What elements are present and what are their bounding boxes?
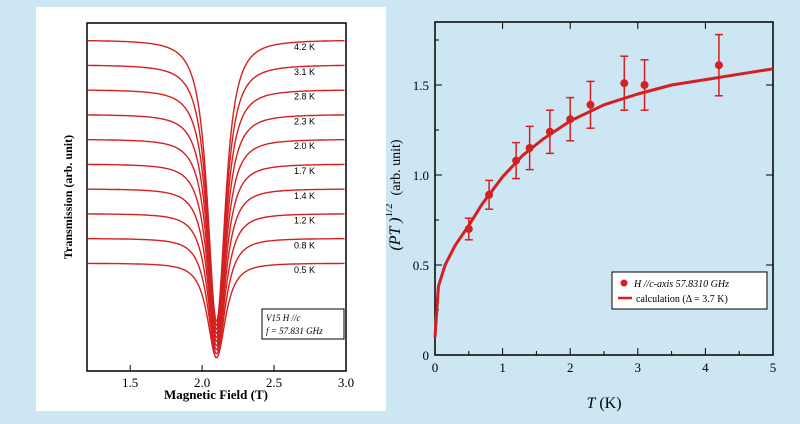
y-axis-unit: (arb. unit)	[389, 139, 404, 195]
data-point	[525, 144, 534, 152]
x-axis-unit: (K)	[599, 395, 621, 412]
temperature-label: 0.5 K	[294, 265, 315, 275]
transmission-curve	[88, 89, 345, 331]
left-x-tick-label: 2.5	[266, 375, 282, 390]
legend-box	[611, 271, 768, 310]
left-x-tick-label: 2.0	[194, 375, 210, 390]
transmission-curve	[88, 213, 345, 351]
right-x-tick-label: 1	[499, 360, 506, 375]
left-x-tick-label: 3.0	[338, 375, 354, 390]
left-x-axis-label: Magnetic Field (T)	[164, 387, 268, 402]
annotation-line-1: V15 H //c	[266, 313, 301, 323]
transmission-spectra-panel: 1.5 2.0 2.5 3.0 4.2 K 3.1 K 2.8 K 2.3 K 2.0 K 1.…	[36, 7, 386, 411]
pt-vs-temperature-panel: 0 1 2 3 4 5 0 0.5 1.0 1.5 H //c-axis 57.8310 GHz …	[383, 0, 800, 419]
left-x-tick-label: 1.5	[122, 375, 138, 390]
left-y-axis-label: Transmission (arb. unit)	[61, 135, 75, 259]
right-y-axis-label: (PT )1/2 (arb. unit)	[386, 139, 404, 250]
transmission-curve	[88, 188, 345, 347]
temperature-label: 2.3 K	[294, 116, 315, 126]
right-x-tick-label: 2	[567, 360, 574, 375]
data-point	[714, 61, 723, 70]
right-y-tick-label: 1.5	[413, 78, 429, 93]
transmission-curve	[88, 40, 345, 323]
temperature-label: 0.8 K	[294, 240, 315, 250]
pt-vs-temperature-chart: 0 1 2 3 4 500.51.01.5 H //c-axis 57.8310 GHz …	[383, 21, 777, 412]
right-y-tick-label: 0	[423, 348, 430, 363]
transmission-spectra-chart: 1.5 2.0 2.5 3.0 4.2 K 3.1 K 2.8 K 2.3 K 2.0 K 1.…	[61, 22, 354, 402]
data-point	[464, 225, 473, 233]
legend-label-calculation: calculation (Δ = 3.7 K)	[636, 294, 728, 305]
right-x-tick-label: 4	[702, 360, 709, 375]
temperature-label: 1.7 K	[294, 166, 315, 176]
annotation-line-2: f = 57.831 GHz	[266, 326, 323, 336]
data-point	[545, 127, 554, 136]
temperature-label: 1.2 K	[294, 216, 315, 226]
right-x-axis-label: T (K)	[586, 395, 621, 412]
y-axis-variable: (PT )	[387, 218, 404, 251]
data-point	[485, 190, 494, 199]
legend-label-measured: H //c-axis 57.8310 GHz	[633, 279, 729, 290]
temperature-label: 2.8 K	[294, 92, 315, 102]
transmission-curve	[88, 138, 345, 339]
legend-marker-measured	[620, 279, 628, 287]
y-axis-exponent: 1/2	[386, 203, 395, 217]
transmission-curve	[88, 237, 345, 355]
data-point	[620, 79, 629, 88]
transmission-curve	[88, 114, 345, 335]
transmission-curve	[88, 64, 345, 328]
right-x-tick-label: 5	[770, 360, 777, 375]
transmission-curve	[88, 163, 345, 343]
x-axis-variable: T	[586, 395, 596, 412]
temperature-label: 4.2 K	[294, 42, 315, 52]
data-point	[586, 100, 595, 109]
data-point	[640, 81, 649, 89]
right-y-tick-label: 1.0	[413, 168, 429, 183]
annotation-box	[261, 308, 345, 340]
left-plot-frame	[86, 22, 347, 372]
right-y-tick-label: 0.5	[413, 258, 429, 273]
temperature-label: 3.1 K	[294, 67, 315, 77]
right-x-tick-label: 3	[635, 360, 642, 375]
data-point	[566, 115, 575, 124]
right-x-tick-label: 0	[432, 360, 439, 375]
data-point	[512, 156, 521, 165]
temperature-label: 1.4 K	[294, 191, 315, 201]
temperature-label: 2.0 K	[294, 141, 315, 151]
transmission-curve	[88, 262, 345, 359]
